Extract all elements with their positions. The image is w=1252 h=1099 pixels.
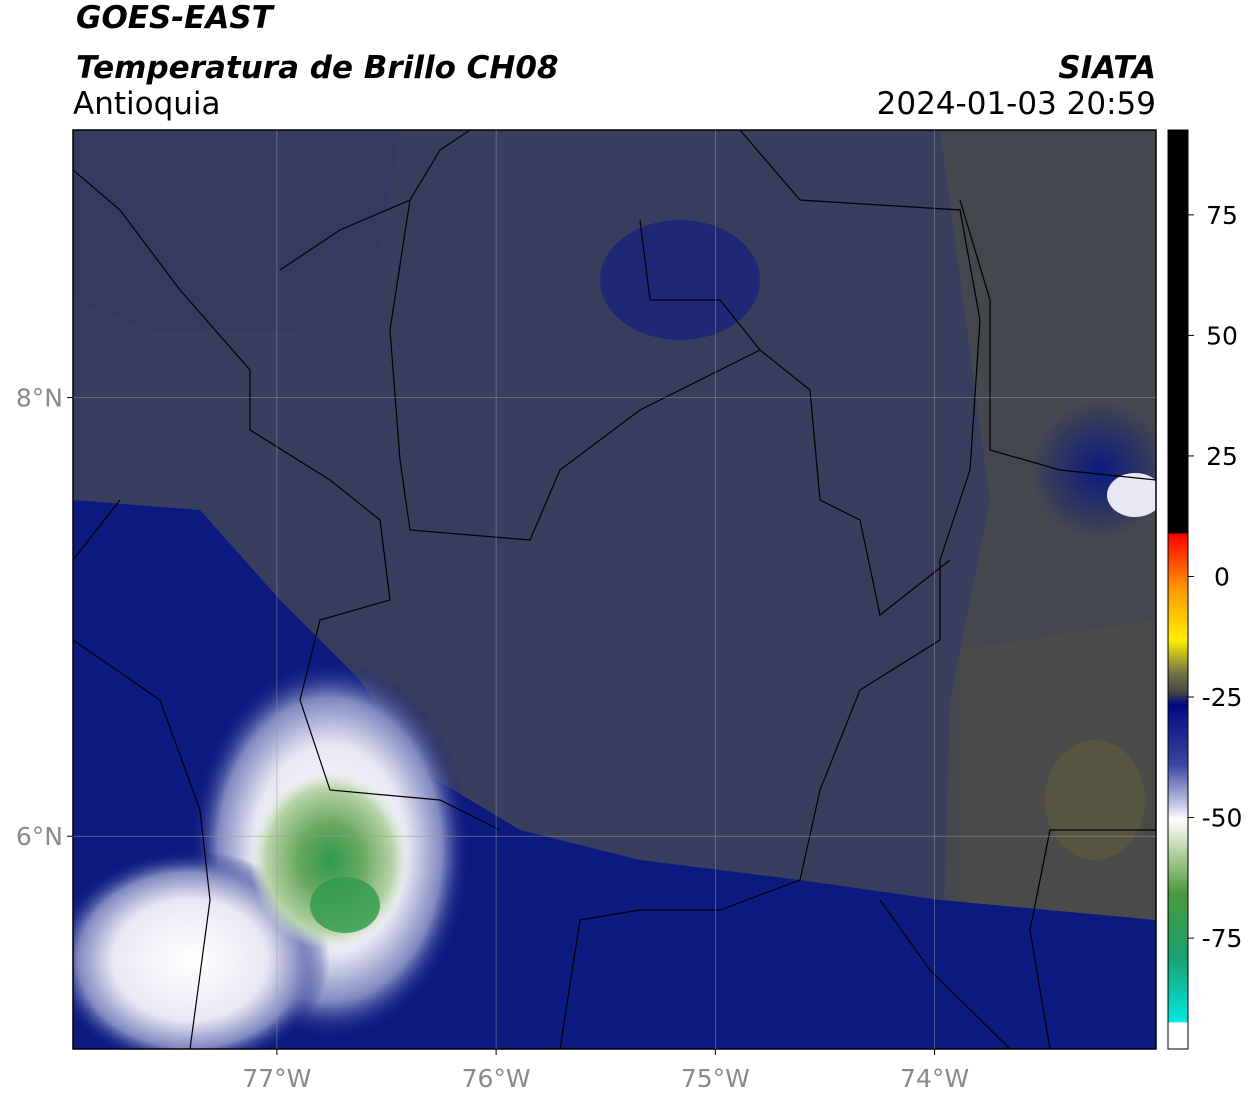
colorbar-tick-label: -25 [1202,683,1243,712]
colorbar [1167,129,1189,1050]
map-frame [72,129,1157,1050]
map-field [73,130,1156,1049]
colorbar-tick-label: 75 [1206,201,1238,230]
colorbar-tick-label: 25 [1206,442,1238,471]
y-tick-label: 6°N [16,822,63,851]
x-tick-label: 77°W [242,1064,311,1093]
region: Antioquia [73,86,221,122]
title: GOES-EAST [76,0,276,36]
x-tick-label: 74°W [900,1064,969,1093]
colorbar-tick-label: -50 [1202,804,1243,833]
colorbar-tick-label: -75 [1202,924,1243,953]
subtitle: Temperatura de Brillo CH08 [76,50,559,86]
colorbar-tick-label: 0 [1214,562,1230,591]
source: SIATA [1058,50,1156,86]
y-tick-label: 8°N [16,384,63,413]
x-tick-label: 76°W [462,1064,531,1093]
x-tick-label: 75°W [681,1064,750,1093]
colorbar-tick-label: 50 [1206,321,1238,350]
datetime: 2024-01-03 20:59 [877,86,1156,122]
